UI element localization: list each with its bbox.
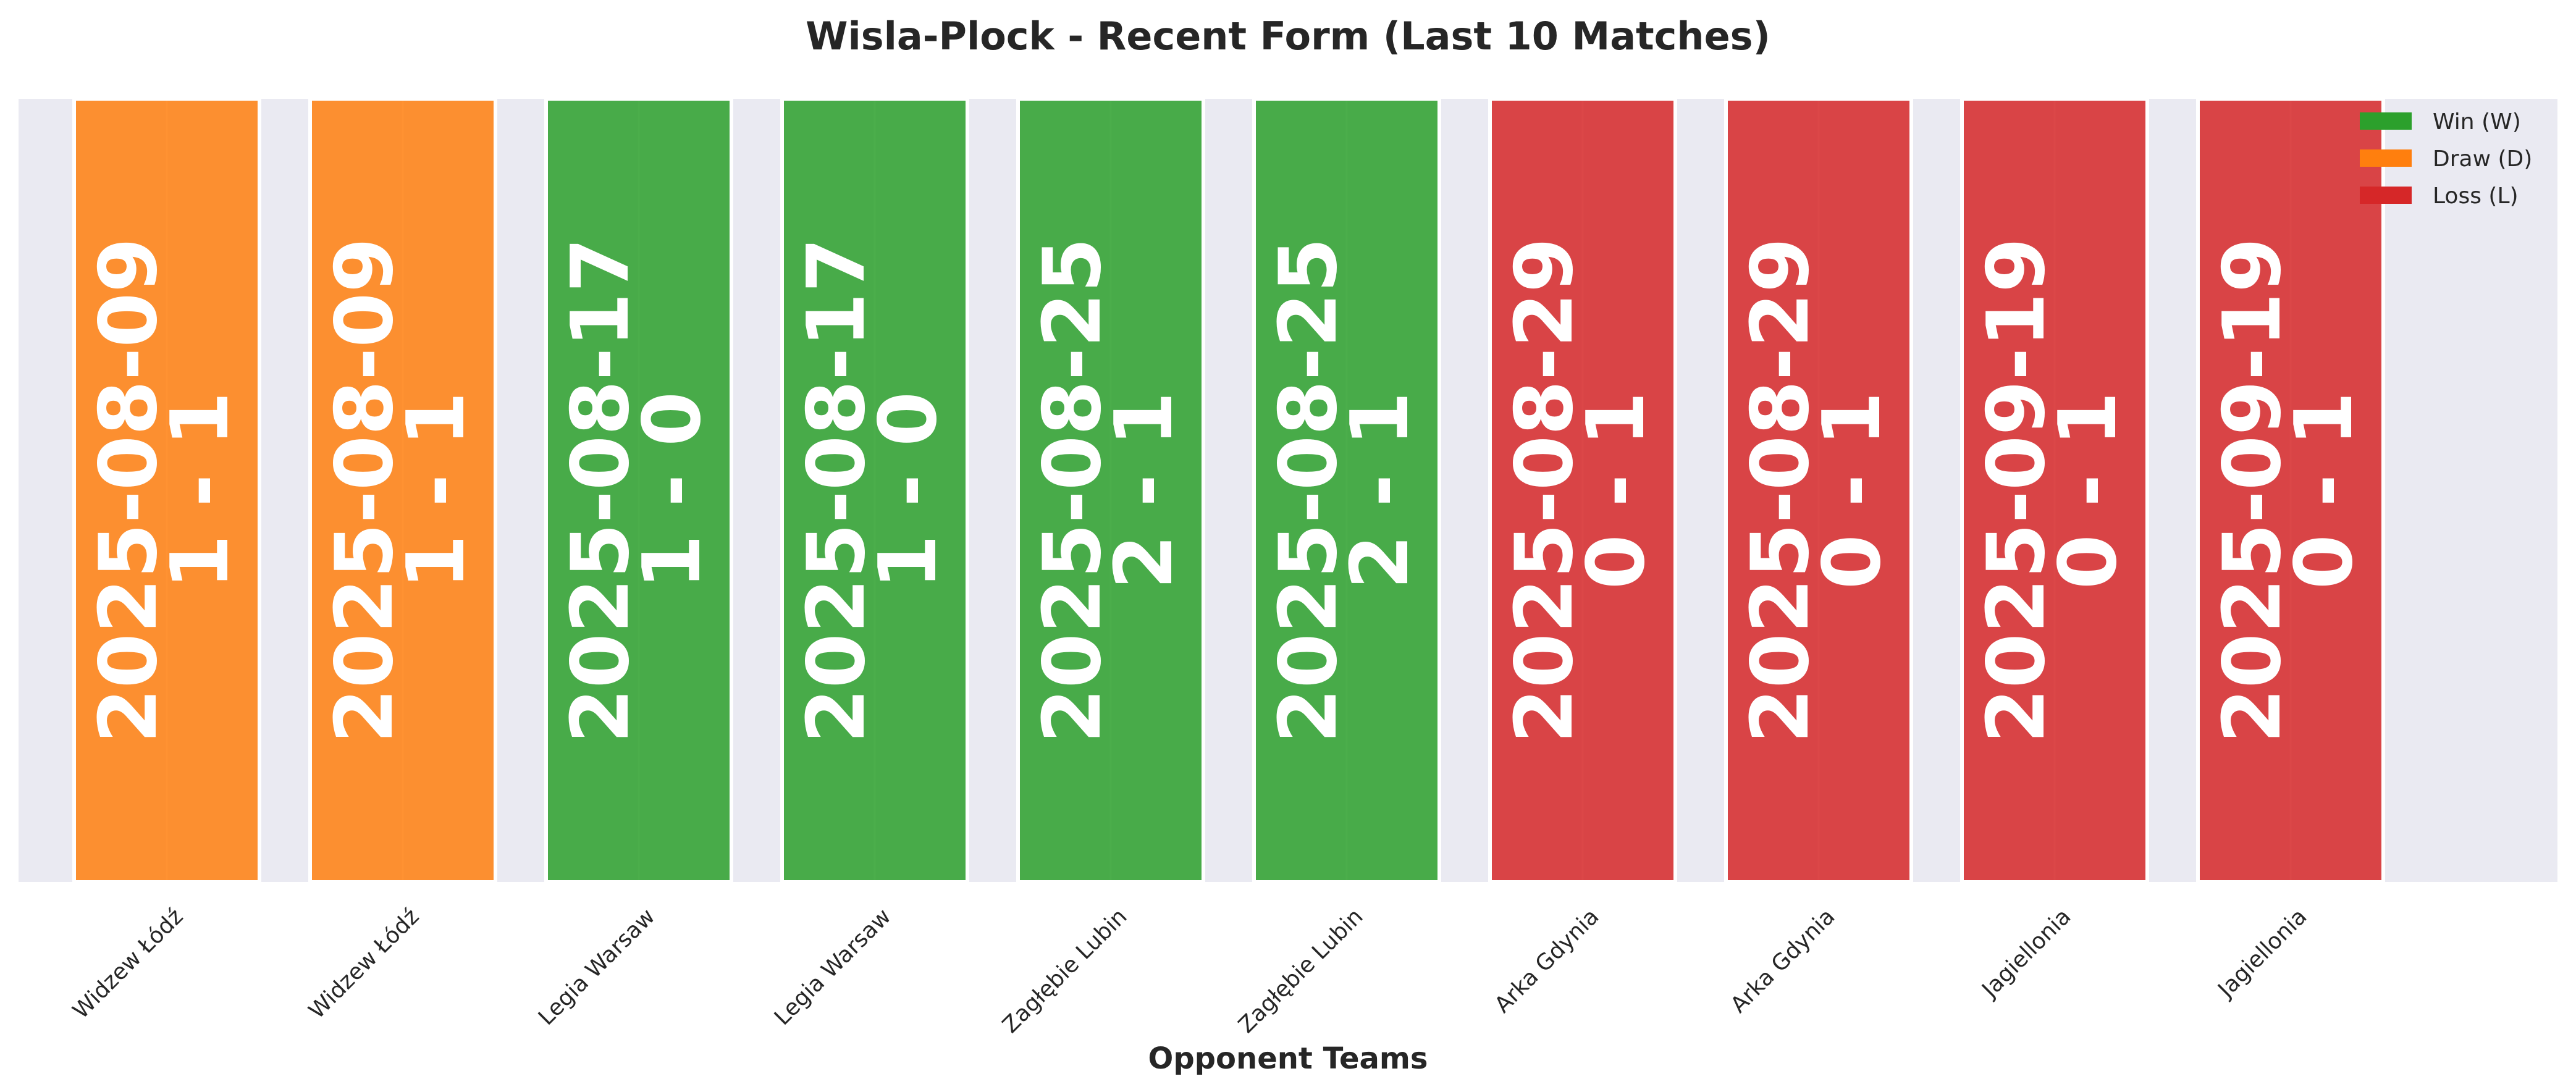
bar-score-label: 0 - 1 [2042,392,2134,589]
legend-swatch-w [2360,112,2412,130]
bar-date-label: 2025-08-17 [555,238,647,744]
x-tick-label-7: Arka Gdynia [1490,904,1604,1018]
bar-8 [1724,97,1913,884]
legend-label-l: Loss (L) [2433,183,2519,209]
bar-label-1: 2025-08-091 - 1 [83,238,246,744]
bar-6 [1252,97,1441,884]
bar-label-5: 2025-08-252 - 1 [1027,238,1190,744]
bar-score-label: 1 - 1 [390,392,482,589]
bar-labels: 2025-08-091 - 1 2025-08-091 - 1 2025-08-17… [83,238,2370,744]
legend-label-d: Draw (D) [2433,146,2532,172]
x-tick-label-3: Legia Warsaw [534,904,660,1030]
bar-date-label: 2025-08-25 [1027,238,1119,744]
x-tick-label-5: Zagłębie Lubin [998,904,1132,1038]
bar-label-6: 2025-08-252 - 1 [1263,238,1426,744]
bar-score-label: 0 - 1 [1570,392,1662,589]
bar-label-2: 2025-08-091 - 1 [319,238,482,744]
x-tick-labels: Widzew Łódź Widzew Łódź Legia Warsaw Legia … [68,904,2312,1038]
bar-score-label: 1 - 0 [626,392,718,589]
x-tick-label-10: Jagiellonia [2213,904,2312,1003]
bar-label-3: 2025-08-171 - 0 [555,238,718,744]
bar-score-label: 0 - 1 [2278,392,2370,589]
bar-date-label: 2025-09-19 [1971,238,2063,744]
bar-date-label: 2025-08-09 [319,238,411,744]
bars [72,97,2385,884]
bar-label-8: 2025-08-290 - 1 [1735,238,1898,744]
bar-date-label: 2025-08-25 [1263,238,1355,744]
bar-date-label: 2025-08-17 [791,238,883,744]
x-tick-label-1: Widzew Łódź [68,904,188,1023]
bar-score-label: 1 - 0 [862,392,954,589]
legend-swatch-l [2360,187,2412,204]
legend: Win (W) Draw (D) Loss (L) [2360,109,2532,209]
chart-title: Wisla-Plock - Recent Form (Last 10 Match… [806,14,1770,59]
bar-label-9: 2025-09-190 - 1 [1971,238,2134,744]
bar-date-label: 2025-08-09 [83,238,175,744]
bar-3 [544,97,733,884]
bar-score-label: 0 - 1 [1806,392,1898,589]
bar-date-label: 2025-08-29 [1735,238,1827,744]
bar-2 [308,97,497,884]
x-axis-label: Opponent Teams [1148,1041,1428,1076]
bar-label-7: 2025-08-290 - 1 [1499,238,1662,744]
bar-label-4: 2025-08-171 - 0 [791,238,954,744]
bar-10 [2196,97,2385,884]
bar-1 [72,97,261,884]
bar-9 [1960,97,2149,884]
bar-score-label: 2 - 1 [1334,392,1426,589]
x-tick-label-8: Arka Gdynia [1726,904,1840,1018]
x-tick-label-4: Legia Warsaw [770,904,896,1030]
bar-date-label: 2025-09-19 [2207,238,2299,744]
bar-label-10: 2025-09-190 - 1 [2207,238,2370,744]
legend-swatch-d [2360,149,2412,167]
bar-score-label: 2 - 1 [1098,392,1190,589]
x-tick-label-9: Jagiellonia [1977,904,2076,1003]
x-tick-label-6: Zagłębie Lubin [1234,904,1368,1038]
bar-7 [1488,97,1677,884]
bar-5 [1016,97,1205,884]
bar-score-label: 1 - 1 [154,392,246,589]
legend-label-w: Win (W) [2433,109,2521,135]
bar-date-label: 2025-08-29 [1499,238,1591,744]
bar-4 [780,97,969,884]
x-tick-label-2: Widzew Łódź [304,904,424,1023]
